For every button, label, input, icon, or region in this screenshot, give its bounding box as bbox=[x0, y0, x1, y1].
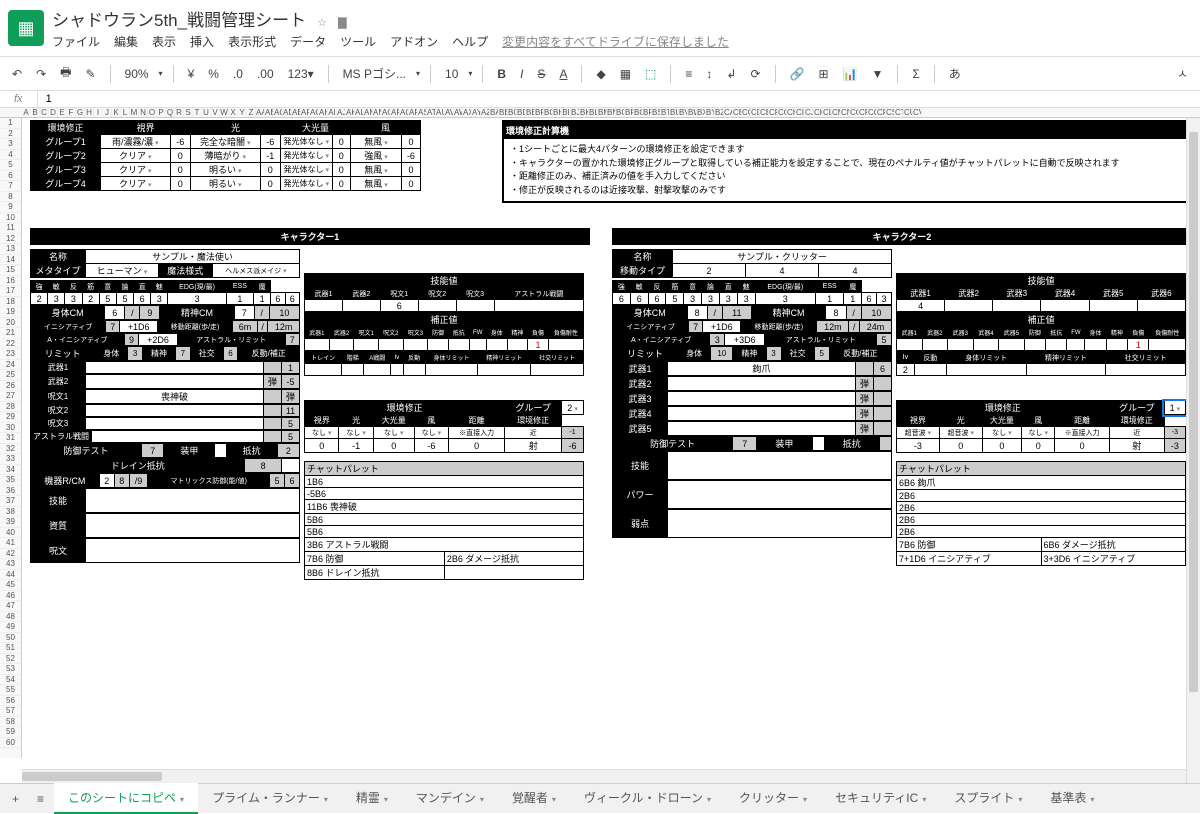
folder-icon[interactable]: ▇ bbox=[338, 16, 346, 29]
sheet-content[interactable]: 環境修正 視界 光 大光量 風 グループ1雨/濃霧/濃-6完全な暗闇-6発光体な… bbox=[22, 118, 1200, 758]
strike-icon[interactable]: S bbox=[533, 65, 549, 83]
sheet-tabs: + ≡ このシートにコピペ▾プライム・ランナー▾精霊▾マンデイン▾覚醒者▾ヴィー… bbox=[0, 783, 1200, 813]
valign-icon[interactable]: ↕ bbox=[702, 65, 716, 83]
filter-icon[interactable]: ▼ bbox=[867, 65, 887, 83]
sheets-logo: ▦ bbox=[8, 10, 44, 46]
chart-icon[interactable]: 📊 bbox=[839, 65, 862, 83]
scrollbar-horizontal[interactable] bbox=[22, 769, 1186, 783]
menu-format[interactable]: 表示形式 bbox=[228, 33, 276, 50]
column-headers: ABCDEFGHIJKLMNOPQRSTUVWXYZAAABACADAEAFAG… bbox=[0, 108, 1200, 118]
menu-insert[interactable]: 挿入 bbox=[190, 33, 214, 50]
print-icon[interactable]: 🖶 bbox=[56, 61, 75, 86]
dec2[interactable]: .00 bbox=[253, 65, 278, 83]
currency[interactable]: ¥ bbox=[184, 65, 199, 83]
app-header: ▦ シャドウラン5th_戦闘管理シート ☆ ▇ ファイル 編集 表示 挿入 表示… bbox=[0, 0, 1200, 57]
rotate-icon[interactable]: ⟳ bbox=[746, 65, 764, 83]
menu-edit[interactable]: 編集 bbox=[114, 33, 138, 50]
menu-addons[interactable]: アドオン bbox=[390, 33, 438, 50]
sheet-tab[interactable]: マンデイン▾ bbox=[402, 783, 498, 814]
zoom[interactable]: 90% bbox=[121, 65, 153, 83]
sheet-tab[interactable]: プライム・ランナー▾ bbox=[198, 783, 342, 814]
sheet-tab[interactable]: 覚醒者▾ bbox=[498, 783, 570, 814]
sheet-tab[interactable]: セキュリティIC▾ bbox=[821, 783, 940, 814]
scrollbar-vertical[interactable] bbox=[1186, 118, 1200, 783]
paint-icon[interactable]: ✎ bbox=[81, 65, 99, 83]
menu-tools[interactable]: ツール bbox=[340, 33, 376, 50]
wrap-icon[interactable]: ↲ bbox=[722, 65, 740, 83]
percent[interactable]: % bbox=[204, 65, 223, 83]
halign-icon[interactable]: ≡ bbox=[681, 65, 696, 83]
bold-icon[interactable]: B bbox=[493, 65, 510, 83]
fill-icon[interactable]: ◆ bbox=[592, 65, 609, 83]
font[interactable]: MS Pゴシ... bbox=[339, 63, 410, 84]
fontsize[interactable]: 10 bbox=[441, 65, 462, 83]
link-icon[interactable]: 🔗 bbox=[786, 65, 809, 83]
sheet-tab[interactable]: スプライト▾ bbox=[940, 783, 1036, 814]
char2-title: キャラクター2 bbox=[612, 228, 1192, 245]
save-status[interactable]: 変更内容をすべてドライブに保存しました bbox=[502, 33, 729, 50]
sigma-icon[interactable]: Σ bbox=[908, 65, 923, 83]
format[interactable]: 123▾ bbox=[284, 65, 318, 83]
sheet-tab[interactable]: 基準表▾ bbox=[1036, 783, 1108, 814]
row-numbers: 1234567891011121314151617181920212223242… bbox=[0, 118, 22, 758]
sheet-tab[interactable]: このシートにコピペ▾ bbox=[54, 783, 198, 814]
char1-title: キャラクター1 bbox=[30, 228, 590, 245]
formula-bar: fx 1 bbox=[0, 91, 1200, 108]
menu-view[interactable]: 表示 bbox=[152, 33, 176, 50]
calc-notes: ・1シートごとに最大4パターンの環境修正を設定できます・キャラクターの置かれた環… bbox=[504, 139, 1200, 201]
menu-bar: ファイル 編集 表示 挿入 表示形式 データ ツール アドオン ヘルプ 変更内容… bbox=[52, 33, 1192, 50]
formula-value[interactable]: 1 bbox=[38, 91, 60, 107]
textcolor-icon[interactable]: A bbox=[555, 65, 571, 83]
add-sheet-icon[interactable]: + bbox=[4, 788, 27, 810]
env-table: 環境修正 視界 光 大光量 風 グループ1雨/濃霧/濃-6完全な暗闇-6発光体な… bbox=[30, 120, 421, 191]
menu-data[interactable]: データ bbox=[290, 33, 326, 50]
menu-file[interactable]: ファイル bbox=[52, 33, 100, 50]
merge-icon[interactable]: ⬚ bbox=[641, 65, 660, 83]
fx-label: fx bbox=[0, 91, 38, 107]
sheet-tab[interactable]: ヴィークル・ドローン▾ bbox=[570, 783, 725, 814]
sheet-tab[interactable]: 精霊▾ bbox=[342, 783, 402, 814]
undo-icon[interactable]: ↶ bbox=[8, 65, 26, 83]
dec1[interactable]: .0 bbox=[229, 65, 247, 83]
toolbar: ↶ ↷ 🖶 ✎ 90%▾ ¥ % .0 .00 123▾ MS Pゴシ...▾ … bbox=[0, 57, 1200, 91]
comment-icon[interactable]: ⊞ bbox=[814, 65, 832, 83]
redo-icon[interactable]: ↷ bbox=[32, 65, 50, 83]
menu-help[interactable]: ヘルプ bbox=[452, 33, 488, 50]
borders-icon[interactable]: ▦ bbox=[616, 65, 635, 83]
calc-header: 環境修正計算機 bbox=[504, 122, 1200, 139]
star-icon[interactable]: ☆ bbox=[317, 16, 327, 29]
lang-icon[interactable]: あ bbox=[945, 63, 965, 84]
all-sheets-icon[interactable]: ≡ bbox=[29, 788, 52, 810]
italic-icon[interactable]: I bbox=[516, 65, 527, 83]
doc-title[interactable]: シャドウラン5th_戦闘管理シート bbox=[52, 11, 306, 30]
sheet-tab[interactable]: クリッター▾ bbox=[725, 783, 821, 814]
collapse-icon[interactable]: ㅅ bbox=[1173, 63, 1192, 84]
